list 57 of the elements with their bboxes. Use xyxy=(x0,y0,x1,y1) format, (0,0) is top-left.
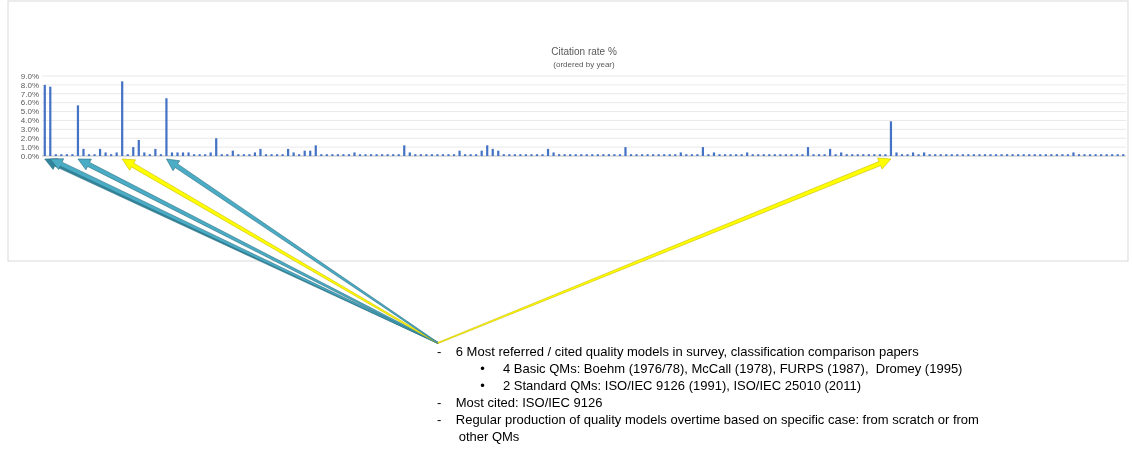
text: - 6 Most referred / cited quality models in survey, classification comparison papers xyxy=(437,344,920,359)
bar xyxy=(1072,152,1075,156)
bar xyxy=(82,148,85,156)
bar xyxy=(292,152,295,156)
bar xyxy=(408,152,411,156)
bar xyxy=(104,152,107,156)
y-tick-label: 4.0% xyxy=(20,116,39,126)
bar xyxy=(911,152,915,156)
bar xyxy=(143,152,146,156)
bar xyxy=(552,152,555,156)
bar xyxy=(353,152,356,156)
bar xyxy=(76,105,80,156)
bar xyxy=(209,152,212,156)
bar xyxy=(679,152,682,156)
bar xyxy=(137,140,140,156)
bar xyxy=(181,152,185,156)
bar xyxy=(176,152,179,156)
bar xyxy=(895,152,898,156)
bar xyxy=(806,147,810,156)
y-tick-label: 9.0% xyxy=(20,71,39,81)
bar xyxy=(259,148,262,156)
bar xyxy=(170,152,174,156)
bar xyxy=(43,84,46,156)
chart-title: Citation rate % xyxy=(551,46,617,57)
text: other QMs xyxy=(437,429,520,444)
bar xyxy=(253,152,257,156)
bar xyxy=(889,121,893,156)
bar xyxy=(403,145,406,156)
y-tick-label: 5.0% xyxy=(20,107,39,117)
y-tick-label: 7.0% xyxy=(20,89,39,99)
bar xyxy=(486,145,489,156)
bar xyxy=(215,138,218,156)
bar xyxy=(624,147,627,156)
bar xyxy=(458,150,461,156)
bar xyxy=(701,147,705,156)
bar xyxy=(49,86,52,156)
y-tick-label: 3.0% xyxy=(20,125,39,135)
bar xyxy=(840,152,843,156)
text: • 4 Basic QMs: Boehm (1976/78), McCall (1978), FURPS (1987), Dromey (1995) xyxy=(437,361,963,376)
text: • 2 Standard QMs: ISO/IEC 9126 (1991), ISO/IEC 25010 (2011) xyxy=(437,378,862,393)
y-tick-label: 2.0% xyxy=(20,134,39,144)
text: - Most cited: ISO/IEC 9126 xyxy=(437,395,603,410)
bar xyxy=(121,81,124,156)
bar xyxy=(712,152,716,156)
bar xyxy=(132,147,135,156)
y-tick-label: 8.0% xyxy=(20,80,39,90)
bar xyxy=(115,152,118,156)
bar xyxy=(314,145,317,156)
bar xyxy=(746,152,749,156)
bar xyxy=(923,152,926,156)
chart-subtitle: (ordered by year) xyxy=(553,60,616,69)
bar xyxy=(165,98,168,156)
y-tick-label: 1.0% xyxy=(20,142,39,152)
bar xyxy=(187,152,190,156)
y-tick-label: 0.0% xyxy=(20,151,39,161)
y-tick-label: 6.0% xyxy=(20,98,39,108)
text: - Regular production of quality models overtime based on specific case: from scratch or from xyxy=(437,412,979,427)
